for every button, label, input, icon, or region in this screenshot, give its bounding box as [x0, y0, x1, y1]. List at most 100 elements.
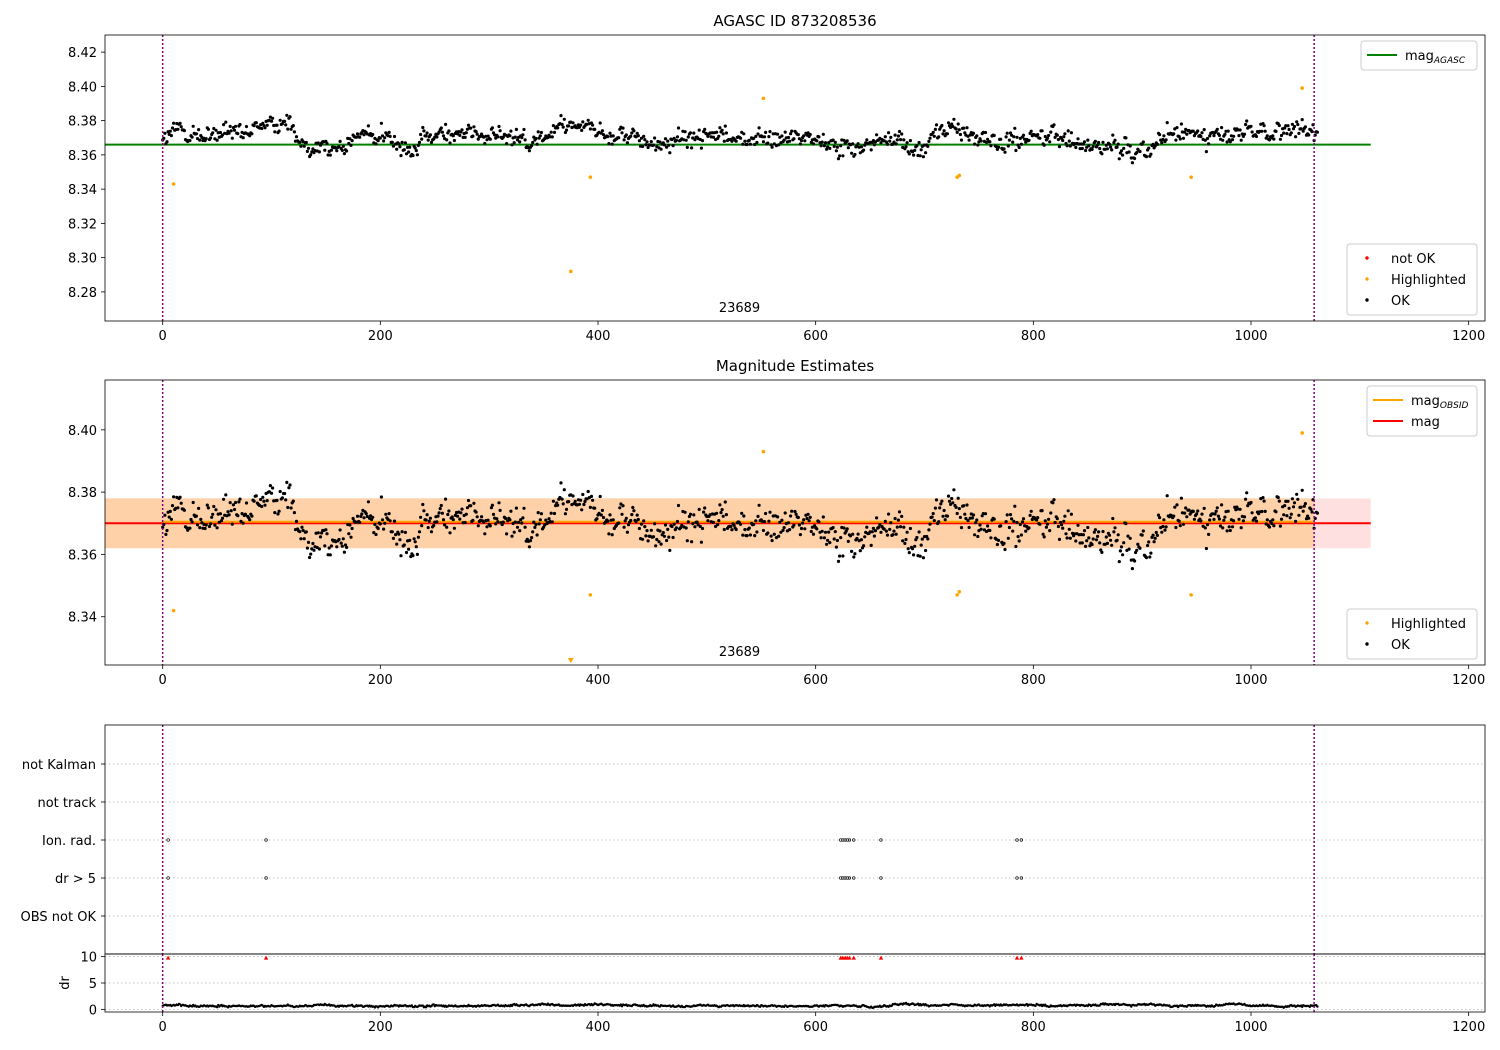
dr-point: [619, 1003, 623, 1006]
ok-point: [1178, 137, 1182, 141]
ok-point: [1122, 146, 1126, 150]
ok-point: [1005, 131, 1009, 135]
ok-point: [1174, 525, 1178, 530]
ok-point: [1101, 140, 1105, 144]
ok-point: [421, 125, 425, 130]
ok-point: [362, 133, 366, 137]
ok-point: [745, 534, 749, 538]
ok-point: [1133, 156, 1137, 161]
ok-point: [1244, 497, 1248, 501]
ok-point: [411, 554, 415, 558]
ok-point: [797, 523, 802, 527]
ok-point: [276, 512, 280, 516]
ok-point: [786, 135, 791, 140]
ok-point: [1160, 530, 1164, 534]
ok-point: [674, 138, 679, 142]
ok-point: [967, 138, 971, 142]
ok-point: [827, 530, 831, 534]
x-tick-label: 400: [586, 1020, 611, 1035]
ok-point: [668, 548, 672, 553]
ok-point: [965, 126, 969, 130]
ok-point: [1055, 133, 1059, 137]
ok-point: [510, 143, 514, 147]
ok-point: [374, 532, 378, 537]
ok-point: [582, 502, 586, 507]
ok-point: [1002, 147, 1006, 151]
ok-point: [471, 518, 475, 522]
ok-point: [1260, 509, 1264, 514]
ok-point: [1048, 140, 1052, 144]
ok-point: [560, 122, 564, 126]
ok-point: [958, 132, 963, 137]
ok-point: [429, 530, 434, 534]
ok-point: [230, 136, 234, 140]
ok-point: [505, 142, 509, 146]
ok-point: [1080, 541, 1084, 545]
ok-point: [427, 519, 431, 523]
ok-point: [724, 131, 729, 135]
dr-point: [421, 1004, 424, 1007]
ok-point: [908, 139, 913, 143]
ok-point: [767, 135, 771, 139]
ok-point: [879, 530, 883, 534]
ok-point: [1241, 519, 1245, 523]
ok-point: [224, 120, 228, 124]
ok-point: [1165, 121, 1169, 125]
ok-point: [1228, 140, 1232, 144]
ok-point: [1216, 514, 1220, 518]
ok-point: [697, 128, 701, 132]
ok-point: [475, 515, 479, 519]
ok-point: [666, 527, 670, 532]
flag-point: [839, 838, 843, 842]
ok-point: [399, 154, 403, 158]
ok-point: [1100, 550, 1104, 555]
ok-point: [471, 134, 475, 138]
ok-point: [1249, 500, 1253, 505]
ok-point: [176, 127, 180, 131]
ok-point: [989, 144, 993, 148]
ok-point: [904, 145, 908, 149]
ok-point: [992, 517, 996, 521]
ok-point: [218, 512, 222, 516]
ok-point: [1062, 135, 1066, 139]
ok-point: [934, 123, 939, 127]
legend-dot-swatch: [1365, 277, 1369, 281]
ok-point: [917, 140, 921, 145]
ok-point: [366, 124, 370, 128]
ok-point: [875, 133, 879, 137]
ok-point: [237, 500, 241, 504]
ok-point: [164, 532, 168, 537]
ok-point: [488, 524, 492, 528]
ok-point: [261, 495, 265, 499]
ok-point: [1118, 549, 1122, 553]
ok-point: [745, 142, 749, 147]
ok-point: [912, 153, 916, 157]
ok-point: [883, 135, 887, 139]
ok-point: [376, 526, 380, 531]
ok-point: [1061, 526, 1065, 530]
ok-point: [172, 495, 176, 499]
ok-point: [466, 123, 471, 127]
ok-point: [1156, 513, 1161, 517]
ok-point: [940, 499, 944, 503]
ok-point: [205, 503, 209, 507]
ok-point: [447, 129, 451, 133]
ok-point: [1200, 512, 1204, 516]
ok-point: [437, 511, 441, 515]
dr-point: [215, 1006, 219, 1009]
ok-point: [518, 529, 522, 533]
ok-point: [1282, 513, 1286, 517]
ok-point: [820, 140, 824, 144]
ok-point: [275, 123, 279, 127]
ok-point: [1271, 518, 1275, 522]
ok-point: [1066, 509, 1070, 513]
ok-point: [875, 516, 879, 520]
ok-point: [986, 524, 990, 528]
ok-point: [1285, 132, 1289, 136]
ok-point: [441, 518, 446, 522]
ok-point: [658, 140, 662, 144]
ok-point: [444, 122, 448, 126]
ok-point: [924, 548, 928, 553]
ok-point: [1296, 122, 1300, 127]
ok-point: [302, 537, 306, 541]
